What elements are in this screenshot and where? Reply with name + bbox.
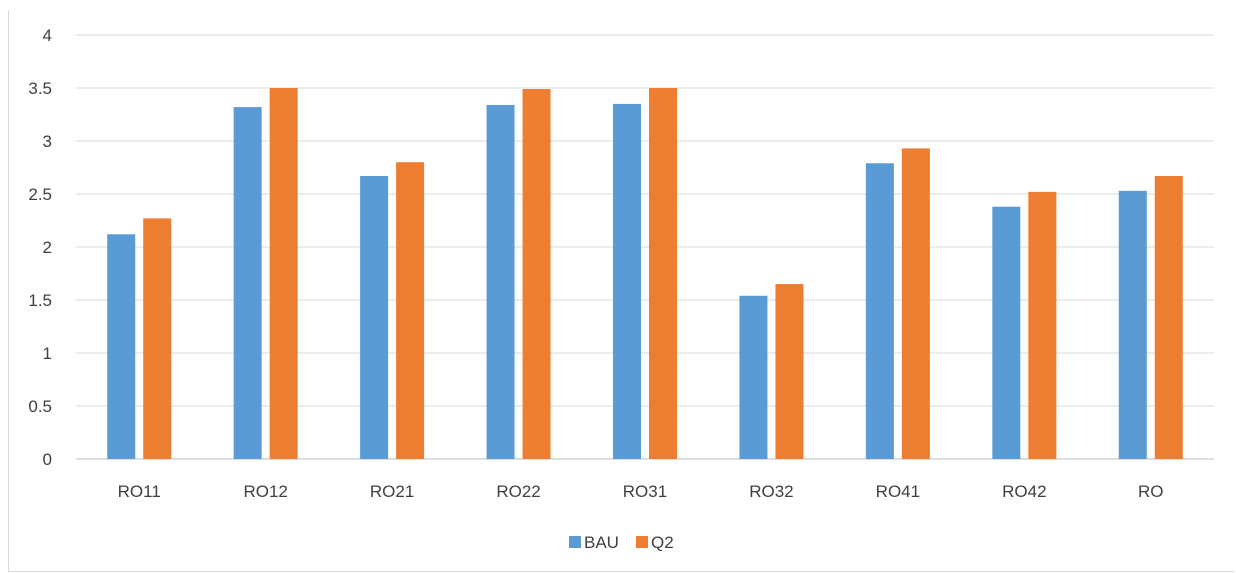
y-tick-label: 4 <box>43 26 52 45</box>
bar-q2-ro <box>1154 175 1183 460</box>
y-tick-label: 2 <box>43 238 52 257</box>
bar-q2-ro32 <box>775 284 804 459</box>
legend-swatch-q2 <box>636 536 648 548</box>
bar-bau-ro41 <box>865 163 894 459</box>
x-tick-label: RO32 <box>749 482 793 501</box>
bar-bau-ro11 <box>107 234 136 459</box>
x-tick-label: RO11 <box>118 482 161 501</box>
bar-q2-ro11 <box>143 218 172 459</box>
x-tick-label: RO41 <box>876 482 920 501</box>
x-axis-ticks: RO11 RO12 RO21 RO22 RO31 RO32 RO41 RO42 RO <box>118 482 1164 501</box>
bar-q2-ro22 <box>522 89 551 459</box>
x-tick-label: RO42 <box>1002 482 1046 501</box>
y-tick-label: 3 <box>43 132 52 151</box>
y-tick-label: 1 <box>43 344 52 363</box>
bar-bau-ro32 <box>739 295 768 459</box>
bar-q2-ro41 <box>901 148 930 460</box>
bar-q2-ro31 <box>649 88 677 459</box>
y-tick-label: 2.5 <box>28 185 52 204</box>
y-tick-label: 0 <box>43 450 52 469</box>
legend-swatch-bau <box>569 536 581 548</box>
gridlines <box>76 34 1214 460</box>
bar-bau-ro31 <box>613 103 641 460</box>
chart-frame <box>8 10 1234 572</box>
x-tick-label: RO21 <box>370 482 414 501</box>
bar-q2-ro42 <box>1028 191 1057 459</box>
y-tick-label: 3.5 <box>28 79 52 98</box>
x-tick-label: RO22 <box>496 482 540 501</box>
x-tick-label: RO31 <box>623 482 667 501</box>
bar-bau-ro21 <box>360 175 389 460</box>
legend: BAU Q2 <box>569 533 674 552</box>
x-tick-label: RO12 <box>243 482 287 501</box>
bar-bau-ro42 <box>992 206 1021 459</box>
legend-label: BAU <box>584 533 619 552</box>
bar-q2-ro21 <box>396 162 425 459</box>
bar-bau-ro12 <box>233 107 262 459</box>
bars <box>107 88 1183 460</box>
bar-bau-ro <box>1118 190 1147 459</box>
y-tick-label: 0.5 <box>28 397 52 416</box>
legend-label: Q2 <box>651 533 674 552</box>
bar-bau-ro22 <box>486 104 515 460</box>
bar-q2-ro12 <box>269 88 298 459</box>
y-axis-ticks: 0 0.5 1 1.5 2 2.5 3 3.5 4 <box>28 26 52 469</box>
x-tick-label: RO <box>1138 482 1164 501</box>
y-tick-label: 1.5 <box>28 291 52 310</box>
